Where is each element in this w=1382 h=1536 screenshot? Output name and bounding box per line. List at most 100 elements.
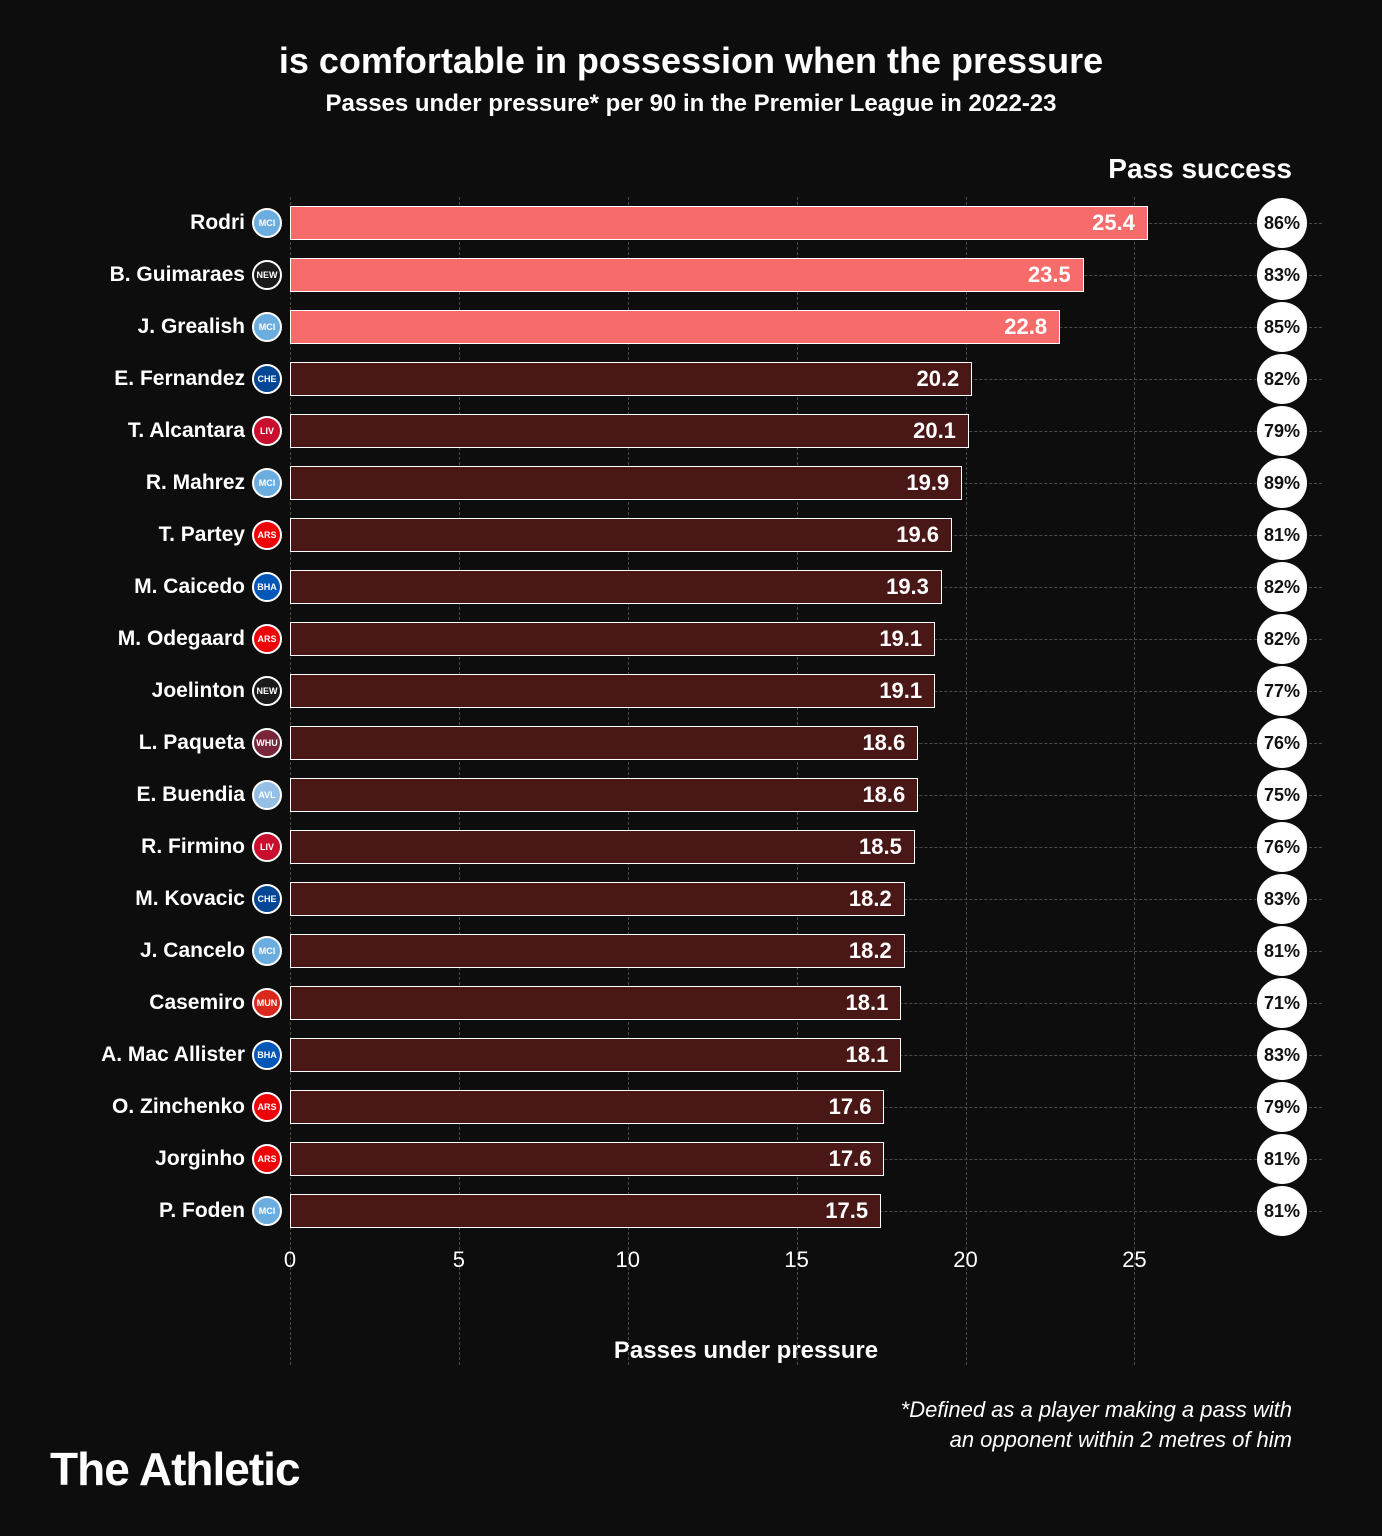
- player-name: P. Foden: [60, 1199, 245, 1223]
- player-name: Jorginho: [60, 1147, 245, 1171]
- success-badge-wrap: 83%: [1257, 250, 1307, 300]
- success-badge: 76%: [1257, 822, 1307, 872]
- club-badge-icon: MUN: [252, 988, 282, 1018]
- value-bar: 18.1: [290, 986, 901, 1020]
- bar-track: 18.1: [290, 1035, 1202, 1075]
- value-bar: 22.8: [290, 310, 1060, 344]
- club-badge-icon: ARS: [252, 624, 282, 654]
- bar-track: 17.6: [290, 1139, 1202, 1179]
- success-badge: 89%: [1257, 458, 1307, 508]
- player-row: J. CanceloMCI18.281%: [290, 925, 1202, 977]
- x-tick-label: 10: [616, 1247, 640, 1273]
- bar-track: 22.8: [290, 307, 1202, 347]
- success-badge-wrap: 82%: [1257, 354, 1307, 404]
- success-badge-wrap: 76%: [1257, 718, 1307, 768]
- x-axis: 0510152025: [290, 1247, 1202, 1287]
- player-row: CasemiroMUN18.171%: [290, 977, 1202, 1029]
- player-row: RodriMCI25.486%: [290, 197, 1202, 249]
- value-bar: 19.1: [290, 622, 935, 656]
- success-badge-wrap: 86%: [1257, 198, 1307, 248]
- player-row: E. FernandezCHE20.282%: [290, 353, 1202, 405]
- bar-track: 17.5: [290, 1191, 1202, 1231]
- chart-area: RodriMCI25.486%B. GuimaraesNEW23.583%J. …: [60, 197, 1322, 1365]
- player-row: M. KovacicCHE18.283%: [290, 873, 1202, 925]
- player-name: R. Mahrez: [60, 471, 245, 495]
- success-badge-wrap: 81%: [1257, 926, 1307, 976]
- club-badge-icon: WHU: [252, 728, 282, 758]
- bar-track: 23.5: [290, 255, 1202, 295]
- x-tick-label: 25: [1122, 1247, 1146, 1273]
- club-badge-icon: MCI: [252, 468, 282, 498]
- club-badge-icon: ARS: [252, 520, 282, 550]
- x-tick-label: 15: [784, 1247, 808, 1273]
- bar-track: 18.5: [290, 827, 1202, 867]
- club-badge-icon: NEW: [252, 260, 282, 290]
- value-bar: 19.9: [290, 466, 962, 500]
- footnote-line1: *Defined as a player making a pass with: [901, 1397, 1292, 1422]
- club-badge-icon: MCI: [252, 936, 282, 966]
- success-badge-wrap: 82%: [1257, 614, 1307, 664]
- value-bar: 19.6: [290, 518, 952, 552]
- success-badge-wrap: 71%: [1257, 978, 1307, 1028]
- value-bar: 20.1: [290, 414, 969, 448]
- player-row: M. OdegaardARS19.182%: [290, 613, 1202, 665]
- x-tick-label: 20: [953, 1247, 977, 1273]
- success-badge-wrap: 81%: [1257, 1186, 1307, 1236]
- bar-track: 20.1: [290, 411, 1202, 451]
- value-bar: 25.4: [290, 206, 1148, 240]
- player-name: E. Fernandez: [60, 367, 245, 391]
- player-name: Rodri: [60, 211, 245, 235]
- bar-track: 19.1: [290, 619, 1202, 659]
- player-name: Casemiro: [60, 991, 245, 1015]
- success-badge: 83%: [1257, 250, 1307, 300]
- success-badge: 85%: [1257, 302, 1307, 352]
- club-badge-icon: MCI: [252, 1196, 282, 1226]
- player-name: T. Partey: [60, 523, 245, 547]
- player-row: T. AlcantaraLIV20.179%: [290, 405, 1202, 457]
- success-badge: 81%: [1257, 1186, 1307, 1236]
- success-badge: 83%: [1257, 874, 1307, 924]
- bar-track: 20.2: [290, 359, 1202, 399]
- success-badge: 81%: [1257, 1134, 1307, 1184]
- player-row: A. Mac AllisterBHA18.183%: [290, 1029, 1202, 1081]
- success-badge-wrap: 75%: [1257, 770, 1307, 820]
- success-badge: 77%: [1257, 666, 1307, 716]
- club-badge-icon: NEW: [252, 676, 282, 706]
- player-name: A. Mac Allister: [60, 1043, 245, 1067]
- footnote-line2: an opponent within 2 metres of him: [950, 1427, 1292, 1452]
- pass-success-header: Pass success: [60, 153, 1322, 185]
- bar-track: 18.6: [290, 775, 1202, 815]
- bar-rows: RodriMCI25.486%B. GuimaraesNEW23.583%J. …: [290, 197, 1202, 1237]
- success-badge: 79%: [1257, 406, 1307, 456]
- player-name: Joelinton: [60, 679, 245, 703]
- value-bar: 18.2: [290, 934, 905, 968]
- bar-track: 18.6: [290, 723, 1202, 763]
- player-name: M. Caicedo: [60, 575, 245, 599]
- club-badge-icon: ARS: [252, 1092, 282, 1122]
- value-bar: 23.5: [290, 258, 1084, 292]
- value-bar: 19.1: [290, 674, 935, 708]
- success-badge: 86%: [1257, 198, 1307, 248]
- bar-track: 19.6: [290, 515, 1202, 555]
- player-name: T. Alcantara: [60, 419, 245, 443]
- success-badge-wrap: 83%: [1257, 1030, 1307, 1080]
- x-axis-label: Passes under pressure: [290, 1337, 1202, 1365]
- success-badge-wrap: 77%: [1257, 666, 1307, 716]
- club-badge-icon: ARS: [252, 1144, 282, 1174]
- player-row: T. ParteyARS19.681%: [290, 509, 1202, 561]
- success-badge: 75%: [1257, 770, 1307, 820]
- club-badge-icon: BHA: [252, 572, 282, 602]
- player-name: B. Guimaraes: [60, 263, 245, 287]
- success-badge: 79%: [1257, 1082, 1307, 1132]
- success-badge: 81%: [1257, 926, 1307, 976]
- value-bar: 18.5: [290, 830, 915, 864]
- player-row: R. MahrezMCI19.989%: [290, 457, 1202, 509]
- value-bar: 17.5: [290, 1194, 881, 1228]
- value-bar: 18.6: [290, 726, 918, 760]
- chart-title: is comfortable in possession when the pr…: [60, 40, 1322, 82]
- success-badge-wrap: 79%: [1257, 406, 1307, 456]
- player-name: E. Buendia: [60, 783, 245, 807]
- bar-track: 17.6: [290, 1087, 1202, 1127]
- value-bar: 18.1: [290, 1038, 901, 1072]
- success-badge-wrap: 83%: [1257, 874, 1307, 924]
